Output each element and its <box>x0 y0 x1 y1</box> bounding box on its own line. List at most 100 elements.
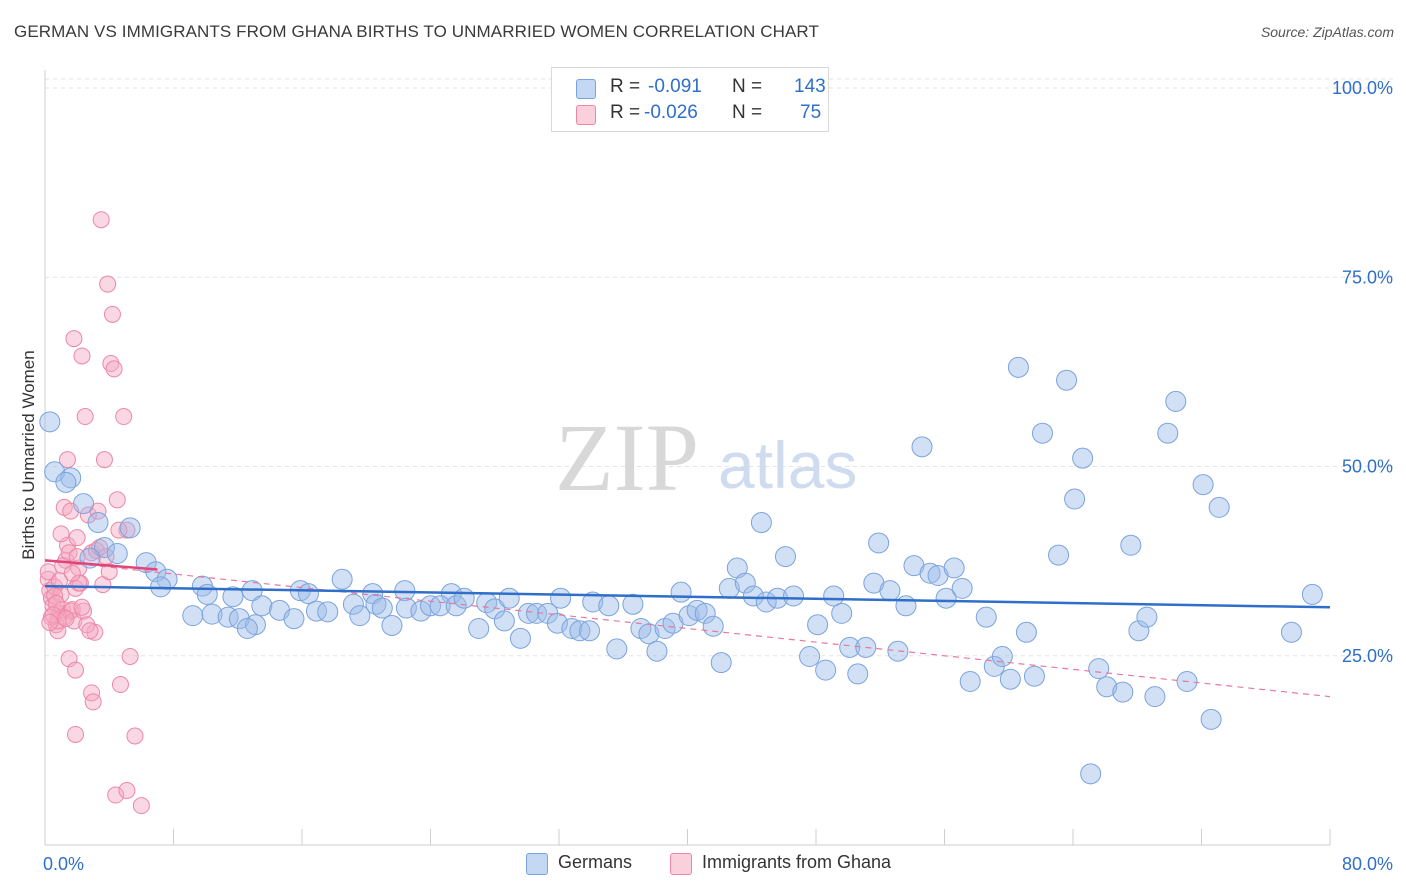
correlation-legend: R = -0.091 N = 143 R = -0.026 N = 75 <box>551 67 829 132</box>
germans-point <box>1112 681 1134 703</box>
germans-point <box>410 600 432 622</box>
source-credit: Source: ZipAtlas.com <box>1260 24 1394 40</box>
germans-point <box>1208 496 1230 518</box>
germans-point <box>468 617 490 639</box>
germans-point <box>646 640 668 662</box>
germans-point <box>493 610 515 632</box>
germans-point <box>39 411 61 433</box>
ghana-trend-line <box>44 559 158 571</box>
germans-point <box>1120 534 1142 556</box>
germans-point <box>598 595 620 617</box>
germans-point <box>694 602 716 624</box>
germans-point <box>951 577 973 599</box>
ghana-point <box>92 211 110 229</box>
legend-label-ghana: Immigrants from Ghana <box>702 852 892 872</box>
r-value-germans: -0.091 <box>648 76 702 97</box>
germans-point <box>342 593 364 615</box>
germans-point <box>911 436 933 458</box>
germans-trend-line <box>44 584 1331 609</box>
germans-point <box>119 517 141 539</box>
germans-point <box>236 617 258 639</box>
germans-point <box>579 620 601 642</box>
germans-point <box>550 587 572 609</box>
germans-point <box>1280 621 1302 643</box>
trend-lines <box>44 559 1331 698</box>
germans-point <box>429 595 451 617</box>
germans-point <box>1007 356 1029 378</box>
ghana-point <box>107 786 125 804</box>
ghana-point <box>108 491 126 509</box>
ghana-point <box>67 725 85 743</box>
ghana-point <box>76 408 94 426</box>
germans-point <box>87 512 109 534</box>
ghana-point <box>103 305 121 323</box>
x-tick-label: 80.0% <box>1342 854 1393 874</box>
germans-point <box>283 608 305 630</box>
chart-title: GERMAN VS IMMIGRANTS FROM GHANA BIRTHS T… <box>14 22 819 41</box>
germans-point <box>1023 665 1045 687</box>
ghana-point <box>105 360 123 378</box>
ghana-point <box>67 661 85 679</box>
y-axis-label: Births to Unmarried Women <box>19 350 38 560</box>
germans-point <box>742 585 764 607</box>
germans-point <box>365 593 387 615</box>
germans-point <box>750 512 772 534</box>
ghana-point <box>41 613 59 631</box>
germans-point <box>702 615 724 637</box>
germans-point <box>1064 488 1086 510</box>
germans-point <box>251 595 273 617</box>
n-value-ghana: 75 <box>800 102 822 123</box>
ghana-point <box>57 610 75 628</box>
ghana-point <box>99 275 117 293</box>
germans-point <box>1072 447 1094 469</box>
germans-point <box>55 471 77 493</box>
ghana-point <box>111 676 129 694</box>
tick-labels: 25.0% 50.0% 75.0% 100.0% 0.0% 80.0% <box>43 78 1393 874</box>
germans-point <box>919 562 941 584</box>
germans-point <box>1157 422 1179 444</box>
germans-point <box>847 663 869 685</box>
germans-point <box>959 670 981 692</box>
legend-swatch-germans <box>526 853 548 875</box>
germans-point <box>799 646 821 668</box>
ghana-point <box>58 451 76 469</box>
germans-point <box>895 595 917 617</box>
germans-point <box>73 493 95 515</box>
legend-swatch-ghana <box>576 105 596 125</box>
ghana-point <box>126 727 144 745</box>
germans-point <box>201 603 223 625</box>
axes <box>44 70 1331 846</box>
ghana-point <box>132 797 150 815</box>
germans-point <box>1088 658 1110 680</box>
germans-point <box>1144 686 1166 708</box>
germans-point <box>445 595 467 617</box>
germans-point <box>526 602 548 624</box>
r-value-ghana: -0.026 <box>644 102 698 123</box>
germans-point <box>331 568 353 590</box>
germans-point <box>1128 620 1150 642</box>
ghana-point <box>118 781 136 799</box>
ghana-point <box>47 595 65 613</box>
ghana-point <box>63 564 81 582</box>
germans-point <box>509 627 531 649</box>
germans-point <box>546 612 568 634</box>
legend-swatch-ghana <box>670 853 692 875</box>
germans-point <box>1031 422 1053 444</box>
watermark-atlas: atlas <box>718 428 857 502</box>
x-tick-label: 0.0% <box>43 854 84 874</box>
germans-point <box>305 600 327 622</box>
germans-point <box>217 606 239 628</box>
ghana-point <box>73 598 91 616</box>
germans-point <box>182 605 204 627</box>
n-value-germans: 143 <box>794 76 826 97</box>
y-axis-label-wrap: Births to Unmarried Women <box>18 330 40 580</box>
ghana-point <box>39 563 57 581</box>
germans-point <box>839 636 861 658</box>
ghana-point <box>102 355 120 373</box>
germans-point <box>815 659 837 681</box>
y-tick-label: 25.0% <box>1342 646 1393 666</box>
germans-point <box>1136 606 1158 628</box>
n-label: N = <box>732 102 763 123</box>
germans-point <box>823 585 845 607</box>
